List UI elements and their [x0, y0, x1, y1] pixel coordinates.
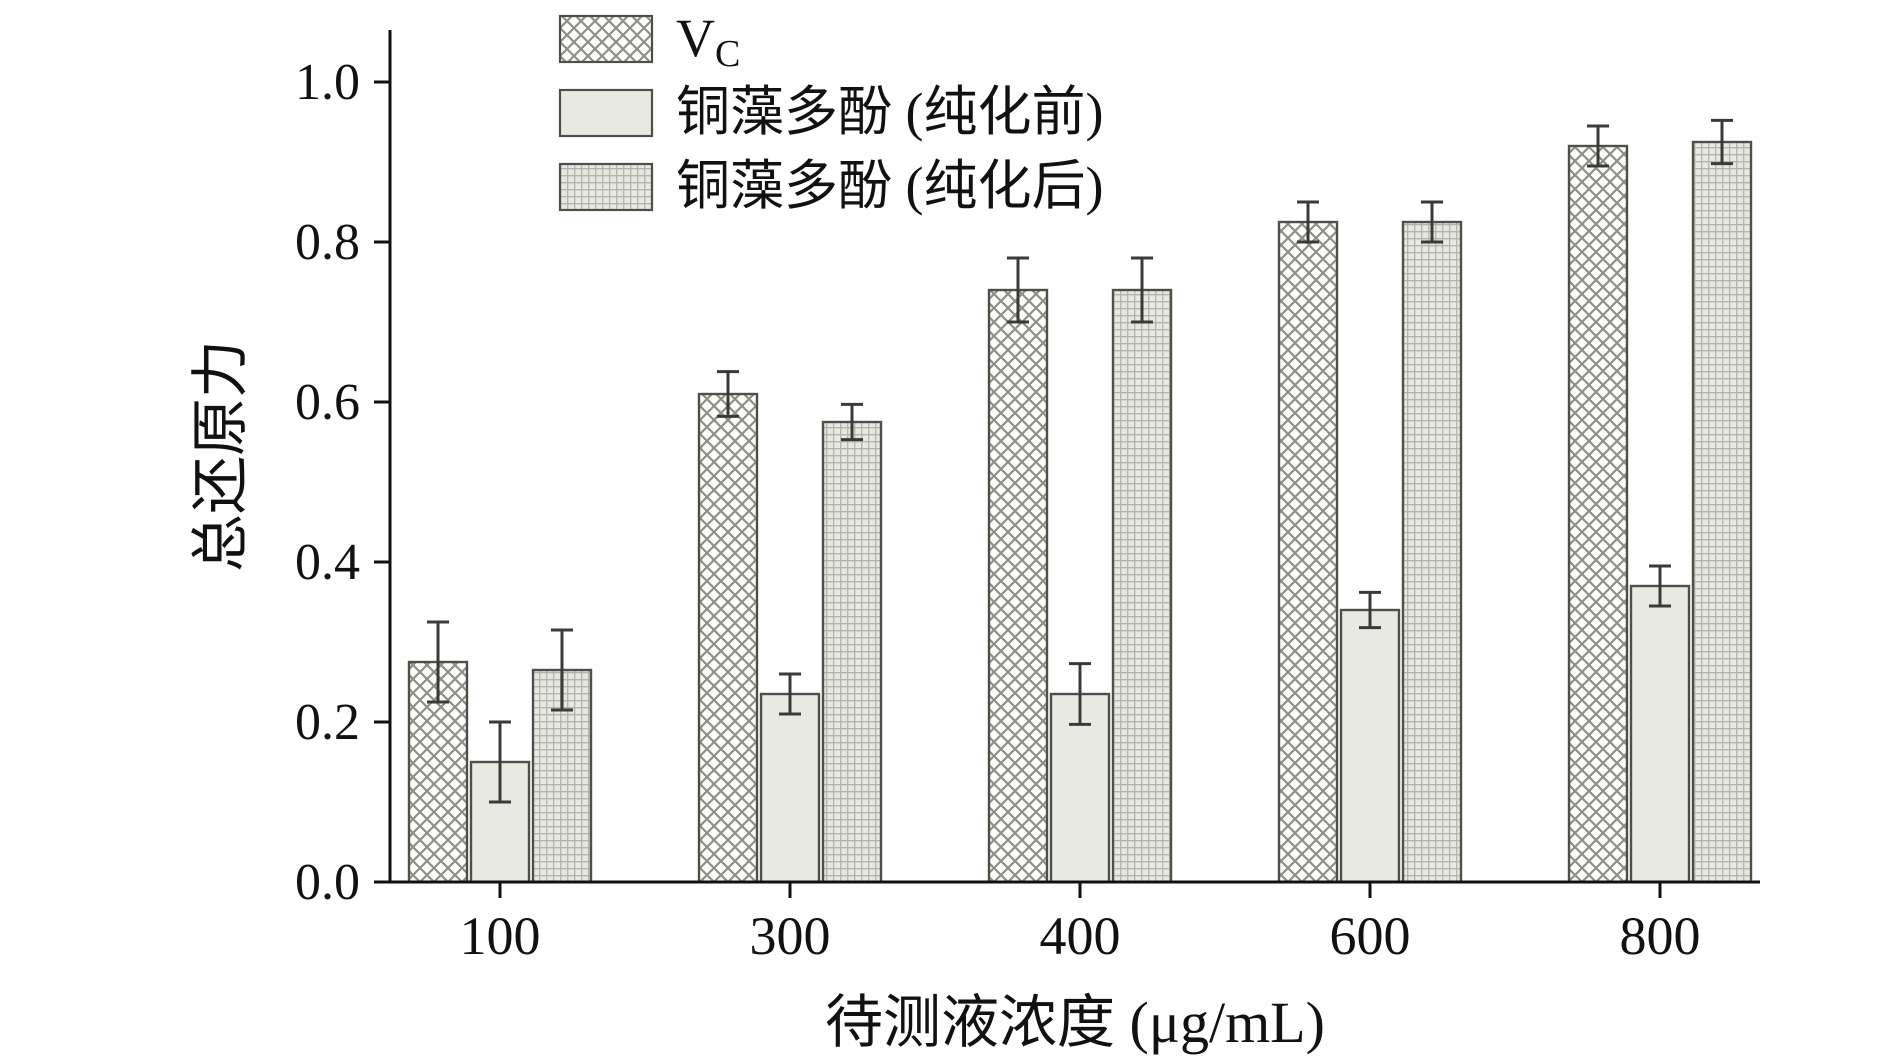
x-tick-label: 600 [1330, 906, 1411, 966]
legend-label: VC [676, 8, 740, 75]
y-tick-label: 0.2 [295, 694, 360, 751]
bar [1691, 140, 1753, 884]
y-tick-label: 0.8 [295, 214, 360, 271]
y-tick-label: 0.4 [295, 534, 360, 591]
bar [1339, 608, 1401, 884]
legend-swatch [558, 88, 654, 138]
y-tick-label: 0.0 [295, 854, 360, 911]
x-tick-label: 100 [460, 906, 541, 966]
x-axis-label: 待测液浓度 (μg/mL) [825, 990, 1325, 1055]
bar [821, 420, 883, 884]
bar [531, 668, 593, 884]
bar [697, 392, 759, 884]
legend-label: 铜藻多酚 (纯化后) [676, 156, 1103, 216]
legend-swatch [558, 162, 654, 212]
legend-swatch [558, 14, 654, 64]
bar [1111, 288, 1173, 884]
legend-label: 铜藻多酚 (纯化前) [676, 82, 1103, 142]
y-tick-label: 1.0 [295, 54, 360, 111]
x-tick-label: 800 [1620, 906, 1701, 966]
error-bars [427, 118, 1733, 804]
bar [987, 288, 1049, 884]
x-tick-label: 400 [1040, 906, 1121, 966]
y-tick-label: 0.6 [295, 374, 360, 431]
x-tick-label: 300 [750, 906, 831, 966]
bars [407, 140, 1753, 884]
bar [1401, 220, 1463, 884]
y-axis-label: 总还原力 [188, 340, 253, 572]
bar [759, 692, 821, 884]
bar [1629, 584, 1691, 884]
legend: VC 铜藻多酚 (纯化前) 铜藻多酚 (纯化后) [558, 8, 1103, 216]
bar [1277, 220, 1339, 884]
axes: 0.0 0.2 0.4 0.6 0.8 1.0 100 300 400 600 800 总还原力待测液… [188, 30, 1760, 1055]
bar [1567, 144, 1629, 884]
